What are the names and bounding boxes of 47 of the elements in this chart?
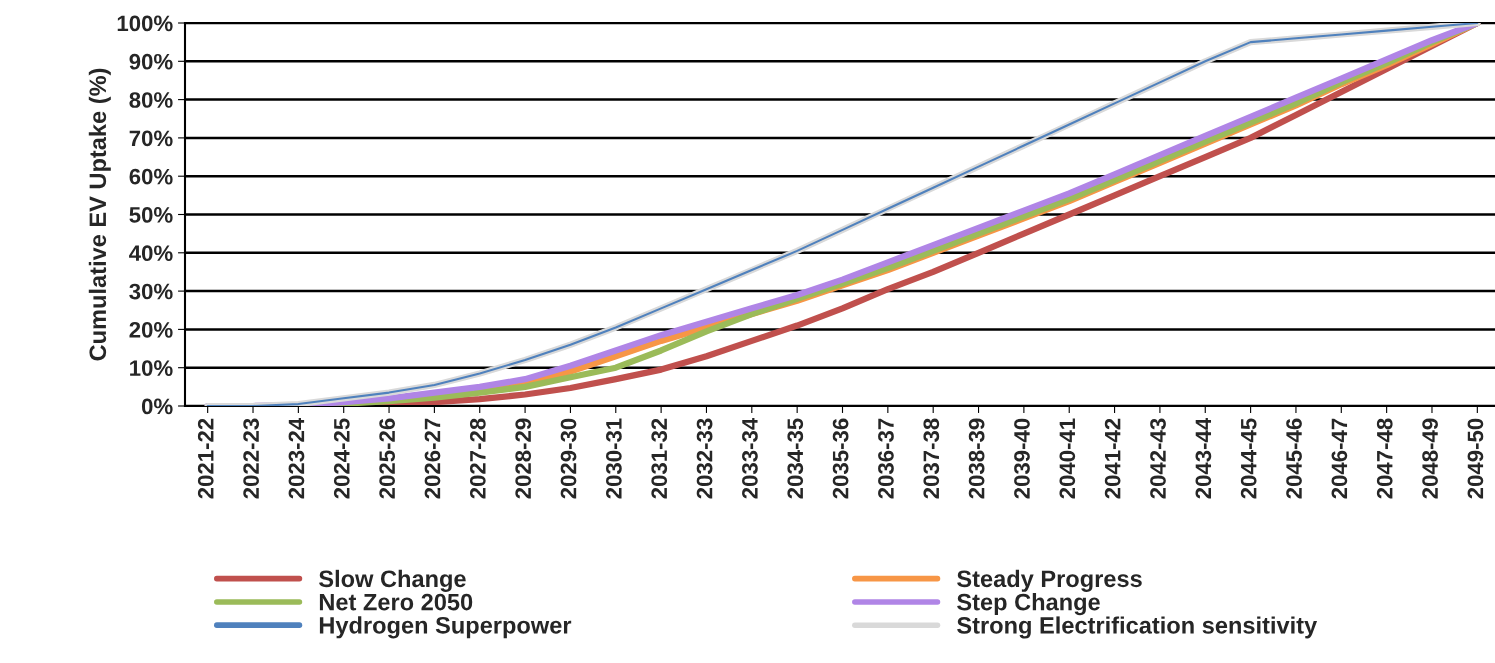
y-tick-label: 40% bbox=[129, 245, 173, 262]
x-tick-label: 2032-33 bbox=[696, 418, 713, 499]
x-tick-label: 2022-23 bbox=[243, 418, 260, 499]
x-tick-label: 2049-50 bbox=[1467, 418, 1484, 499]
x-tick-label: 2041-42 bbox=[1104, 418, 1121, 499]
x-tick-label: 2028-29 bbox=[515, 418, 532, 499]
legend-label: Step Change bbox=[957, 593, 1100, 616]
x-tick-label: 2047-48 bbox=[1376, 418, 1393, 499]
y-tick-label: 80% bbox=[129, 92, 173, 108]
x-tick-label: 2027-28 bbox=[469, 418, 486, 499]
legend-label: Slow Change bbox=[319, 569, 466, 592]
y-tick-label: 90% bbox=[129, 53, 173, 70]
x-tick-label: 2030-31 bbox=[606, 418, 622, 499]
x-tick-label: 2034-35 bbox=[787, 418, 804, 499]
y-tick-label: 20% bbox=[129, 321, 173, 338]
y-tick-label: 0% bbox=[141, 398, 173, 415]
x-tick-label: 2021-22 bbox=[197, 418, 214, 499]
x-tick-label: 2043-44 bbox=[1195, 417, 1212, 499]
x-tick-label: 2046-47 bbox=[1331, 418, 1348, 499]
x-tick-label: 2025-26 bbox=[379, 418, 396, 499]
y-tick-label: 100% bbox=[117, 15, 173, 32]
x-tick-label: 2038-39 bbox=[968, 418, 985, 499]
x-tick-label: 2031-32 bbox=[651, 418, 668, 499]
x-tick-label: 2044-45 bbox=[1240, 418, 1257, 499]
x-tick-label: 2045-46 bbox=[1286, 418, 1302, 499]
x-tick-label: 2036-37 bbox=[878, 418, 894, 499]
x-tick-label: 2026-27 bbox=[424, 418, 441, 499]
y-tick-label: 10% bbox=[130, 360, 173, 376]
x-tick-label: 2048-49 bbox=[1422, 418, 1438, 499]
x-tick-label: 2029-30 bbox=[560, 418, 577, 499]
x-tick-label: 2024-25 bbox=[333, 418, 350, 499]
x-tick-label: 2023-24 bbox=[288, 417, 305, 499]
x-tick-label: 2035-36 bbox=[832, 418, 849, 499]
legend-label: Hydrogen Superpower bbox=[319, 616, 572, 639]
y-tick-label: 70% bbox=[129, 130, 173, 147]
x-tick-label: 2042-43 bbox=[1150, 418, 1166, 499]
legend-label: Strong Electrification sensitivity bbox=[957, 616, 1318, 639]
x-tick-label: 2040-41 bbox=[1059, 418, 1076, 499]
x-tick-label: 2033-34 bbox=[742, 417, 758, 499]
x-tick-label: 2037-38 bbox=[923, 418, 940, 499]
y-tick-label: 60% bbox=[129, 168, 173, 185]
x-tick-label: 2039-40 bbox=[1014, 418, 1030, 499]
legend-label: Steady Progress bbox=[957, 569, 1142, 592]
legend-label: Net Zero 2050 bbox=[319, 593, 473, 611]
y-axis-title: Cumulative EV Uptake (%) bbox=[88, 68, 111, 361]
y-tick-label: 30% bbox=[129, 283, 173, 300]
y-tick-label: 50% bbox=[129, 207, 173, 223]
